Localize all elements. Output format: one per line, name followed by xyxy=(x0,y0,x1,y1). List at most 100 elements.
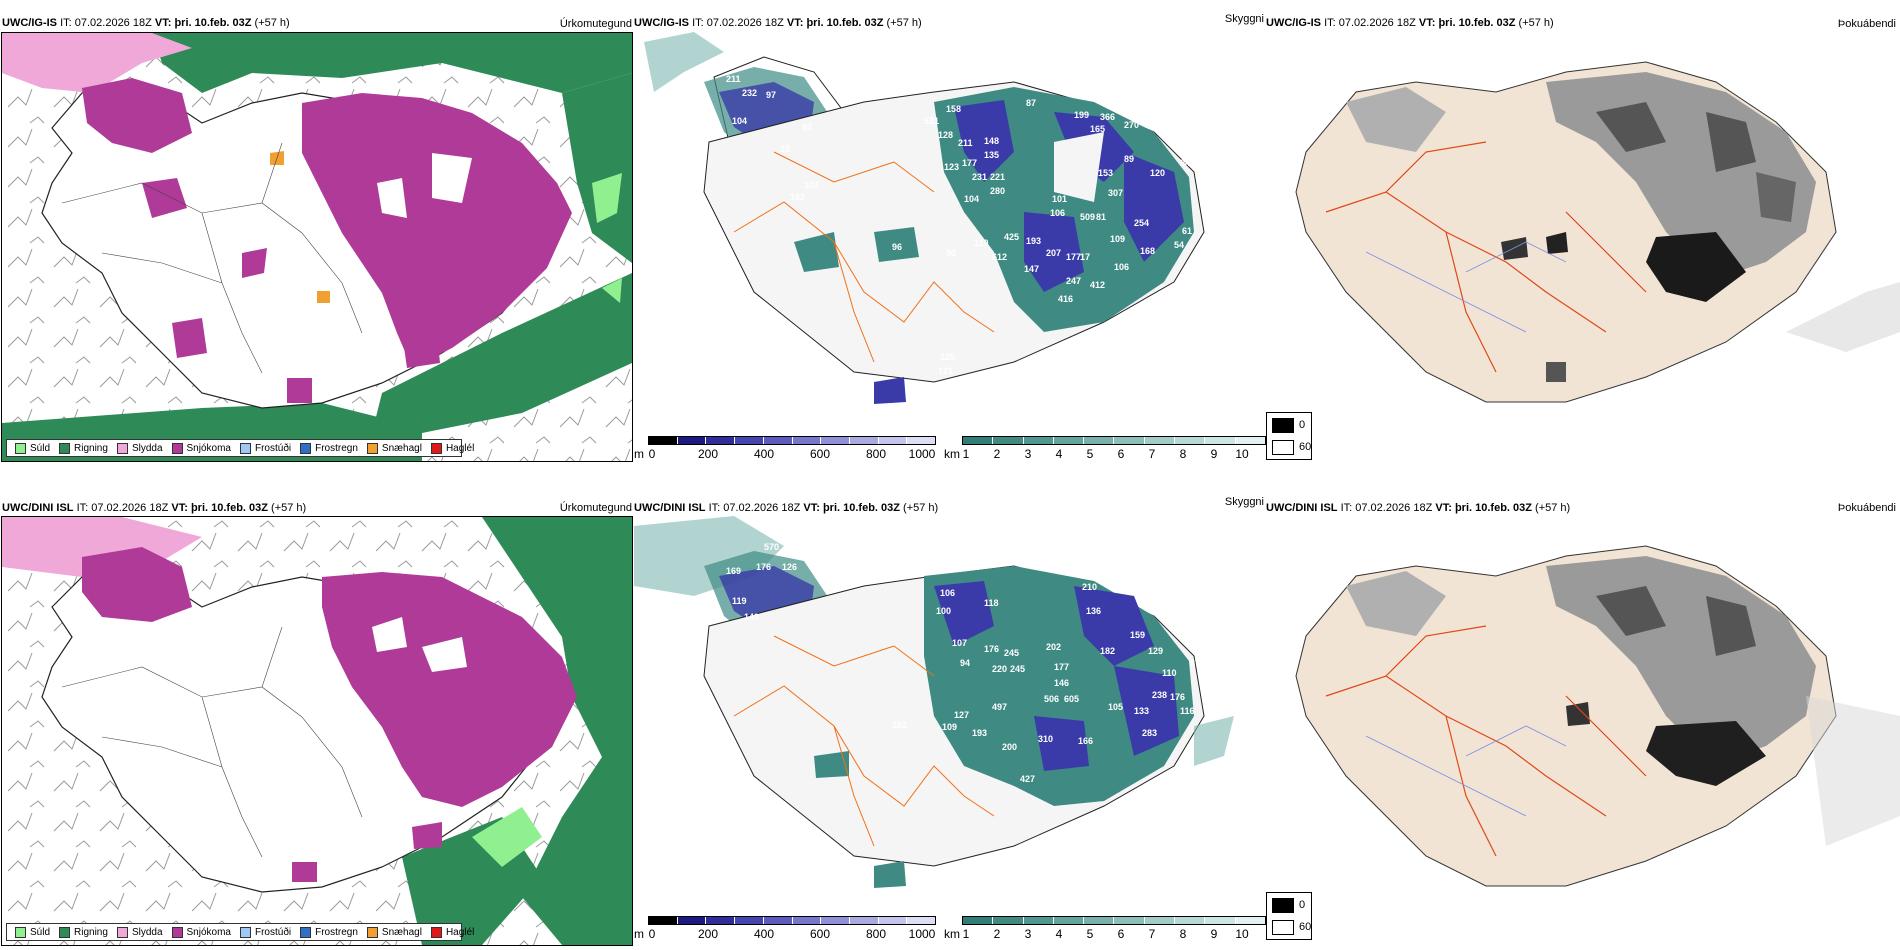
snow-depth-label: 270 xyxy=(1124,120,1140,130)
key-label-60: 60 xyxy=(1299,441,1312,453)
lead-time: (+57 h) xyxy=(271,502,307,514)
snow-depth-label: 56 xyxy=(1200,682,1211,692)
tick-label: 10 xyxy=(1235,447,1249,461)
snow-depth-label: 110 xyxy=(1162,668,1177,678)
valid-time-label: VT: xyxy=(154,17,172,29)
snow-depth-label: 153 xyxy=(1098,168,1114,178)
tick-label: 5 xyxy=(1086,447,1094,461)
snow-depth-label: 177 xyxy=(962,158,978,168)
tick-label: 2 xyxy=(993,927,1001,941)
snow-depth-label: 247 xyxy=(1066,276,1082,286)
legend-swatch xyxy=(366,442,378,454)
precip-legend-row1: Súld Rigning Slydda Snjókoma Frostúði Fr… xyxy=(6,439,474,457)
key-swatch-white xyxy=(1272,440,1294,455)
snow-depth-label: 366 xyxy=(1100,112,1116,122)
init-time: 07.02.2026 18Z xyxy=(706,17,784,29)
snow-depth-label: 149 xyxy=(744,612,760,622)
tick-label: 800 xyxy=(865,927,887,941)
legend-swatch xyxy=(430,926,442,938)
key-label-0: 0 xyxy=(1299,899,1306,911)
tick-label: 1 xyxy=(962,927,970,941)
valid-time: þri. 10.feb. 03Z xyxy=(190,502,268,514)
tick-label: 200 xyxy=(697,447,719,461)
legend-label: Frostregn xyxy=(315,442,358,454)
legend-item-snjokoma: Snjókoma xyxy=(171,442,231,454)
snow-depth-label: 115 xyxy=(1186,626,1201,636)
valid-time-label: VT: xyxy=(1418,17,1436,29)
snow-depth-label: 120 xyxy=(1150,168,1166,178)
snow-depth-label: 168 xyxy=(1140,246,1156,256)
init-time-label: IT: xyxy=(60,17,72,29)
snow-depth-label: 101 xyxy=(1052,194,1068,204)
snow-depth-label: 238 xyxy=(1152,690,1168,700)
snow-depth-label: 427 xyxy=(1020,774,1036,784)
colorbar-ticks: 1 2 3 4 5 6 7 8 9 10 xyxy=(962,927,1266,941)
tick-label: 8 xyxy=(1179,927,1187,941)
snow-depth-label: 102 xyxy=(892,720,908,730)
legend-label: Frostúði xyxy=(254,442,292,454)
model-name: UWC/DINI ISL xyxy=(2,502,74,514)
valid-time-label: VT: xyxy=(171,502,188,514)
snow-depth-label: 245 xyxy=(1010,664,1026,674)
valid-time-label: VT: xyxy=(803,502,820,514)
cloud-header-row2: UWC/DINI ISL IT: 07.02.2026 18Z VT: þri.… xyxy=(1266,500,1570,516)
legend-item-frostudi: Frostúði xyxy=(239,926,291,938)
key-label-0: 0 xyxy=(1299,419,1306,431)
snow-depth-labels-row1: 211 232 97 104 92 33 102 162 158 531 128… xyxy=(634,32,1266,432)
precip-header-row2: UWC/DINI ISL IT: 07.02.2026 18Z VT: þri.… xyxy=(2,500,306,516)
tick-label: 200 xyxy=(697,927,719,941)
legend-swatch xyxy=(300,442,312,454)
colorbar-unit: m xyxy=(634,447,644,461)
snow-depth-label: 211 xyxy=(958,138,973,148)
snow-depth-colorbar-row2: m 0 200 400 600 800 1000 xyxy=(634,916,936,941)
snow-depth-label: 509 xyxy=(1080,212,1096,222)
snow-depth-label: 176 xyxy=(1170,692,1186,702)
snow-depth-label: 148 xyxy=(984,136,1000,146)
legend-item-snjokoma: Snjókoma xyxy=(171,926,231,938)
snow-depth-label: 136 xyxy=(1086,606,1102,616)
snow-depth-label: 109 xyxy=(1110,234,1126,244)
snow-depth-label: 110 xyxy=(974,238,989,248)
legend-label: Snjókoma xyxy=(186,926,231,938)
tick-label: 0 xyxy=(648,927,656,941)
snow-depth-label: 118 xyxy=(984,598,999,608)
legend-swatch xyxy=(171,926,183,938)
snow-depth-label: 497 xyxy=(992,702,1008,712)
key-swatch-black xyxy=(1272,898,1294,913)
snow-depth-label: 193 xyxy=(1026,236,1042,246)
snow-depth-label: 162 xyxy=(790,192,806,202)
snow-depth-label: 220 xyxy=(992,664,1008,674)
tick-label: 1 xyxy=(962,447,970,461)
valid-time: þri. 10.feb. 03Z xyxy=(1454,502,1532,514)
legend-label: Snæhagl xyxy=(381,442,422,454)
tick-label: 10 xyxy=(1235,927,1249,941)
legend-label: Rigning xyxy=(74,926,108,938)
precip-type-map-row1: Súld Rigning Slydda Snjókoma Frostúði Fr… xyxy=(1,32,633,462)
snow-depth-label: 159 xyxy=(1130,630,1146,640)
snow-depth-label: 166 xyxy=(1078,736,1094,746)
snow-depth-label: 158 xyxy=(946,104,962,114)
legend-swatch xyxy=(171,442,183,454)
lead-time: (+57 h) xyxy=(1535,502,1571,514)
snow-depth-label: 570 xyxy=(764,542,780,552)
snow-depth-label: 182 xyxy=(1100,646,1116,656)
fog-index-key-row2: 0 60 xyxy=(1266,892,1312,940)
model-name: UWC/DINI ISL xyxy=(634,502,706,514)
legend-label: Slydda xyxy=(131,926,163,938)
snow-depth-label: 177 xyxy=(1054,662,1070,672)
colorbar-gradient xyxy=(962,916,1266,925)
init-time: 07.02.2026 18Z xyxy=(1338,17,1416,29)
init-time-label: IT: xyxy=(1324,17,1336,29)
legend-swatch xyxy=(59,926,71,938)
tick-label: 6 xyxy=(1117,927,1125,941)
colorbar-gradient xyxy=(648,436,936,445)
snow-depth-label: 146 xyxy=(1054,678,1070,688)
snow-depth-label: 207 xyxy=(1046,248,1062,258)
snow-depth-labels-row2: 570 169 176 126 119 149 106 100 118 107 … xyxy=(634,516,1266,916)
snow-depth-label: 177 xyxy=(1066,252,1082,262)
key-label-60: 60 xyxy=(1299,921,1312,933)
snow-depth-label: 109 xyxy=(942,722,958,732)
tick-label: 600 xyxy=(809,927,831,941)
snow-depth-label: 17 xyxy=(1080,252,1091,262)
colorbar-unit: km xyxy=(944,927,960,941)
